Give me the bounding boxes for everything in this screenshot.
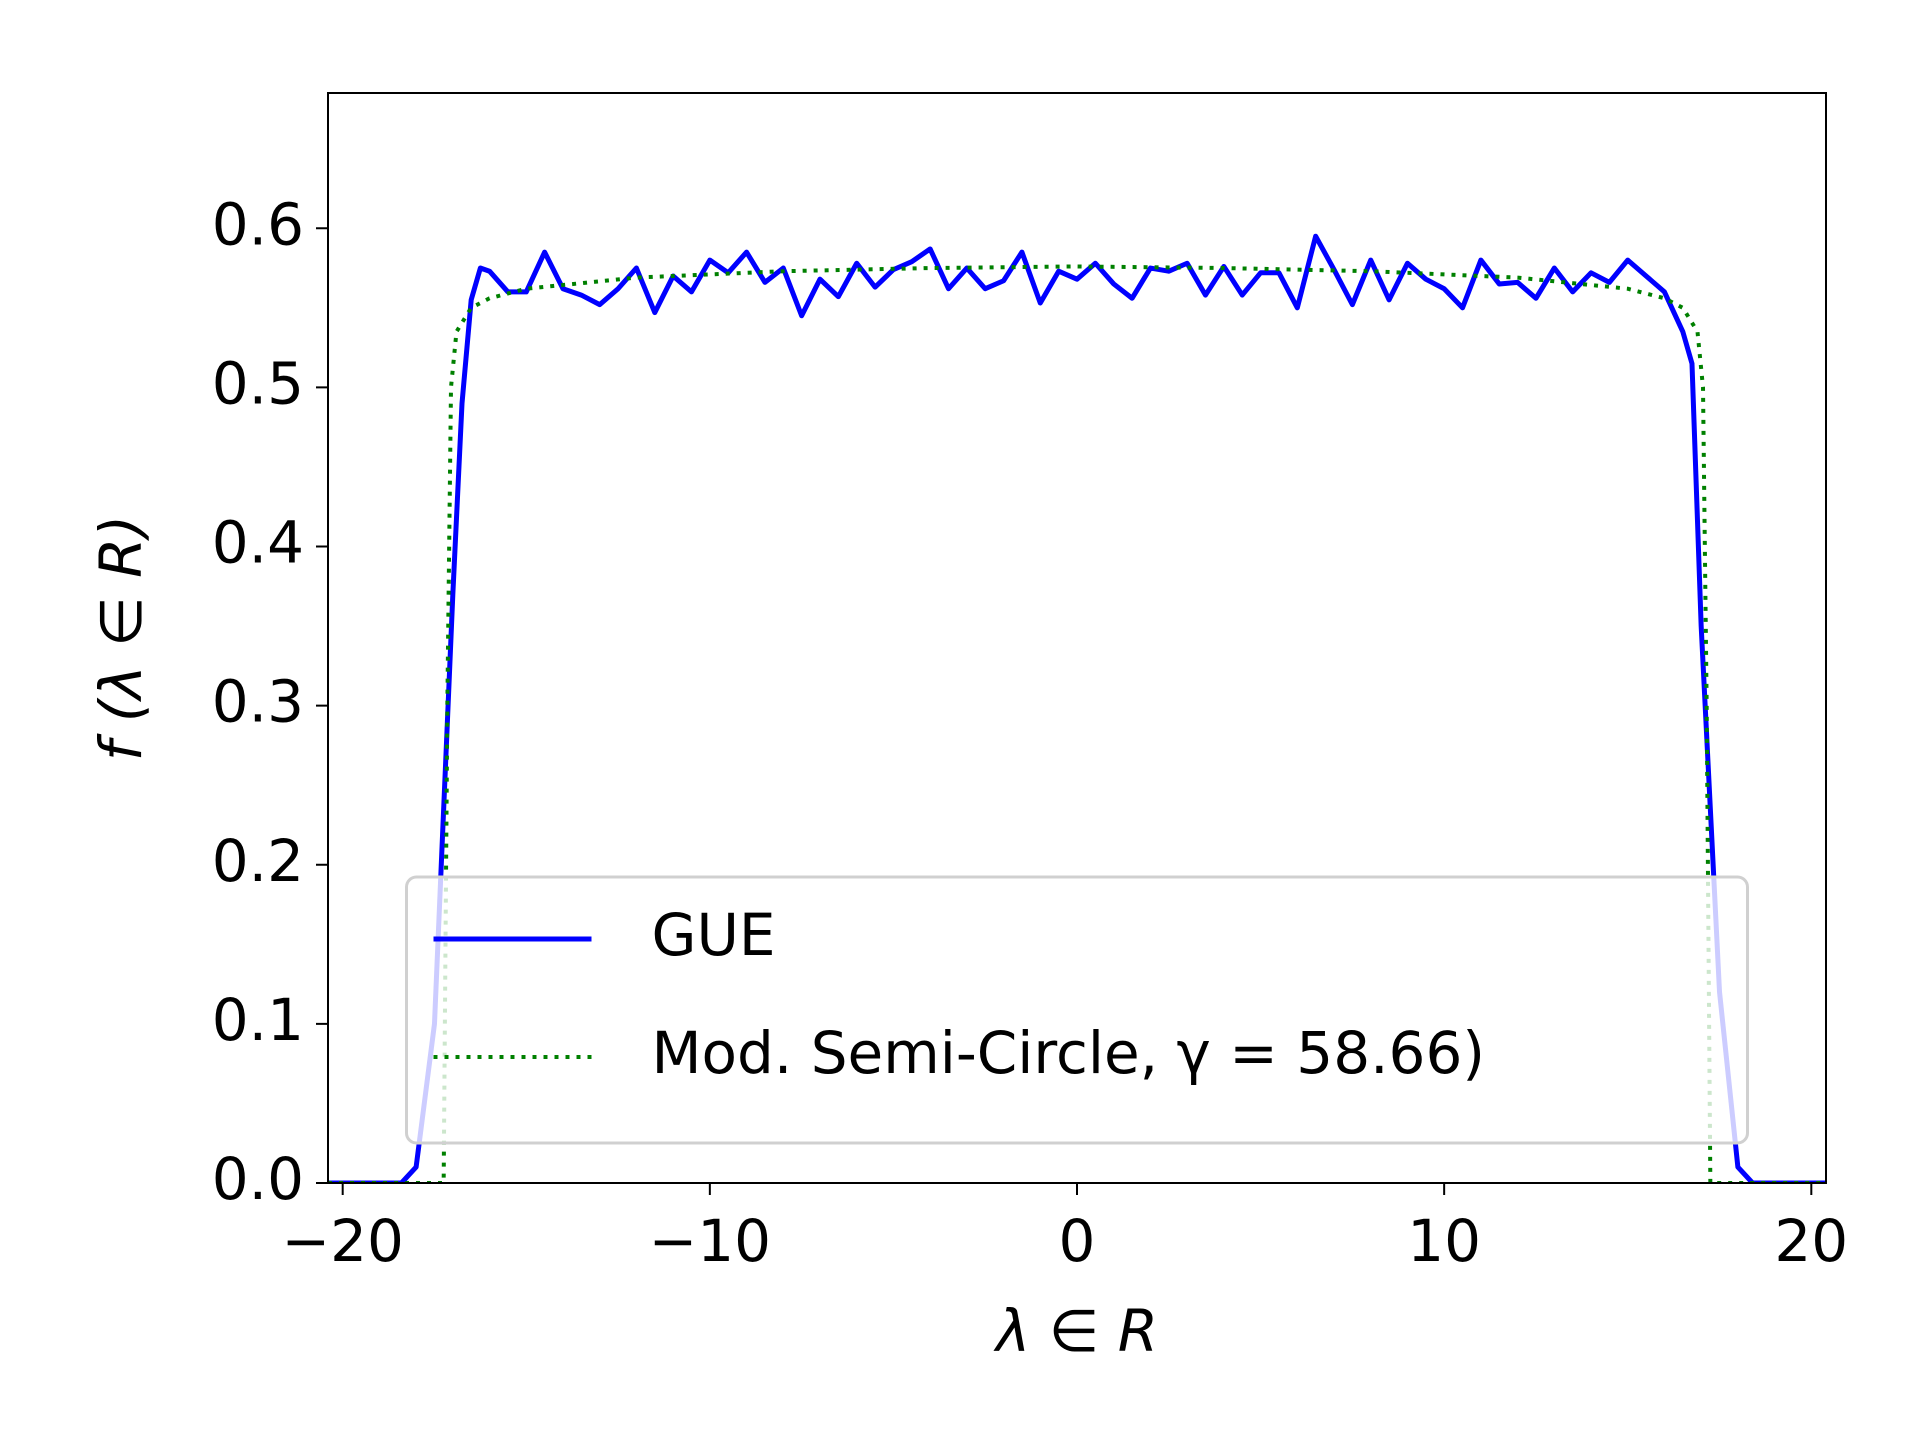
- line-series: [328, 233, 1826, 1183]
- legend-label: Mod. Semi-Circle, γ = 58.66): [652, 1019, 1485, 1087]
- y-tick-label: 0.3: [212, 668, 304, 736]
- x-tick-label: 10: [1407, 1207, 1481, 1275]
- x-tick-label: 20: [1774, 1207, 1848, 1275]
- plot-frame: [327, 92, 1827, 1184]
- y-axis-label: f (λ ∈ R): [87, 515, 155, 761]
- y-tick-label: 0.4: [212, 509, 304, 577]
- x-axis-label: λ ∈ R: [993, 1297, 1158, 1365]
- x-tick-label: −20: [281, 1207, 403, 1275]
- legend-label: GUE: [652, 901, 776, 969]
- line-series: [328, 264, 1826, 1183]
- y-tick-label: 0.6: [212, 190, 304, 258]
- x-tick-label: 0: [1059, 1207, 1096, 1275]
- legend-frame: [405, 875, 1749, 1145]
- y-tick-label: 0.2: [212, 827, 304, 895]
- y-tick-label: 0.1: [212, 986, 304, 1054]
- y-tick-label: 0.5: [212, 349, 304, 417]
- x-tick-label: −10: [649, 1207, 771, 1275]
- y-tick-label: 0.0: [212, 1145, 304, 1213]
- legend: GUE Mod. Semi-Circle, γ = 58.66): [405, 875, 1749, 1145]
